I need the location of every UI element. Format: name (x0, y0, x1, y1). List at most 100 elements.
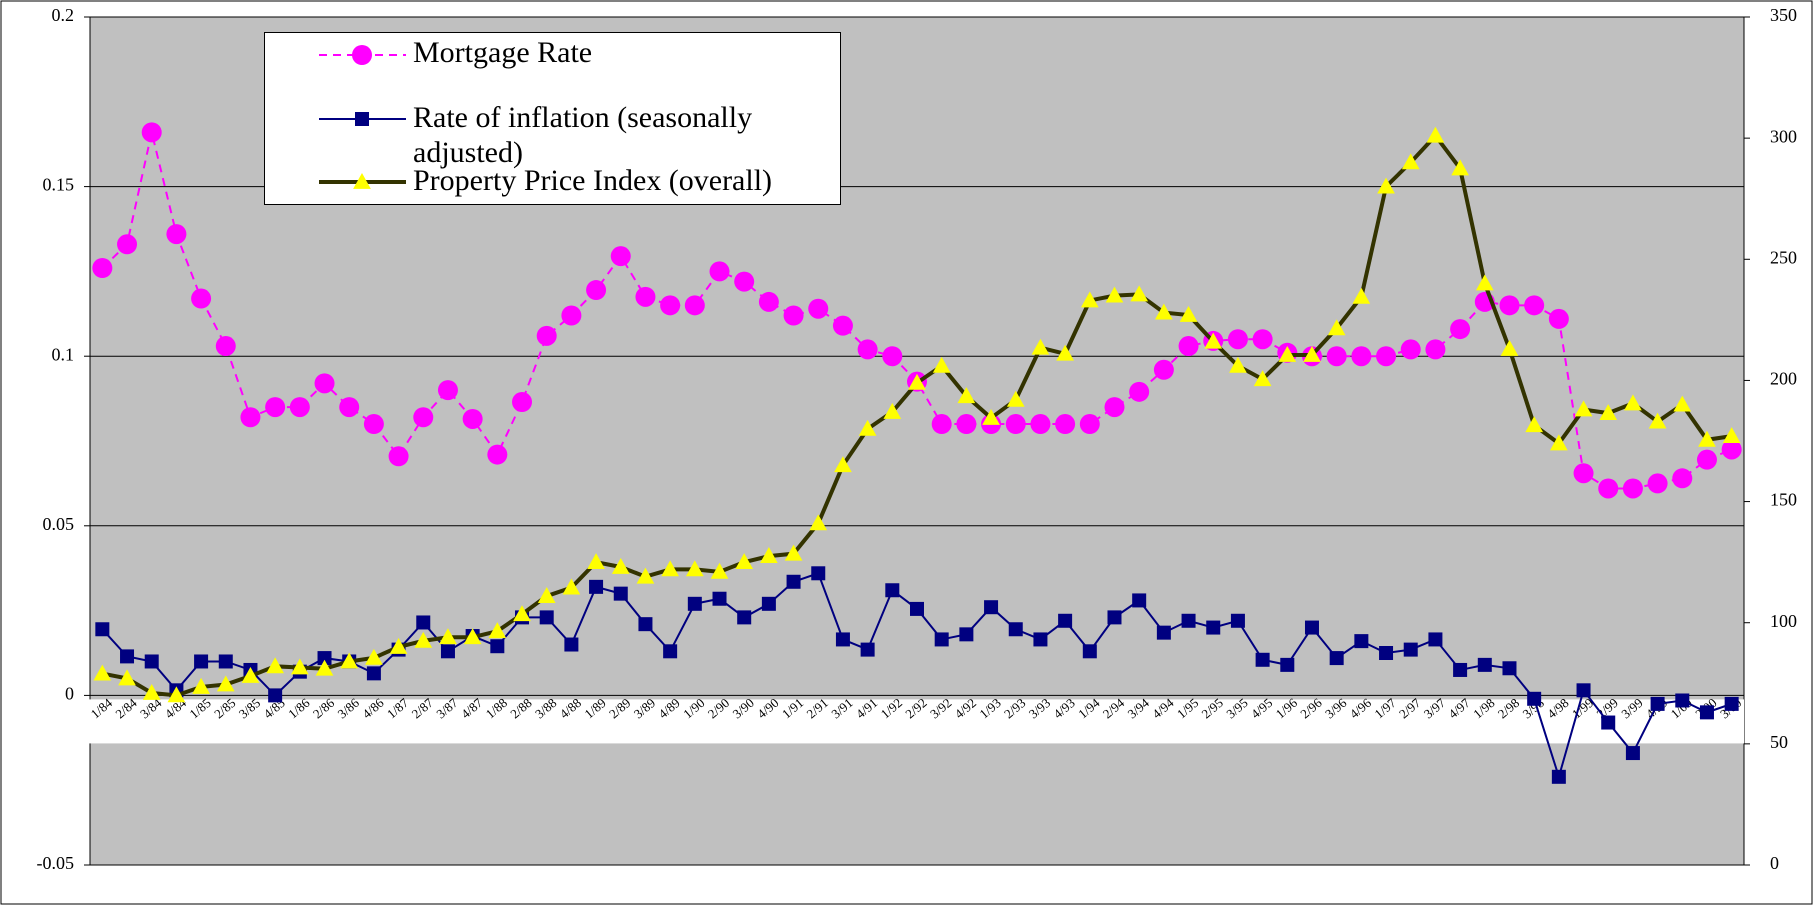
marker (735, 553, 754, 570)
marker (414, 631, 433, 648)
marker (1107, 610, 1122, 625)
marker (1156, 625, 1171, 640)
marker (92, 258, 113, 279)
marker (352, 45, 372, 65)
marker (858, 419, 877, 436)
marker (117, 234, 138, 255)
marker (93, 664, 112, 681)
marker (1499, 295, 1520, 316)
marker (1153, 359, 1174, 380)
y-tick-label: 0 (65, 684, 74, 704)
marker (340, 652, 359, 669)
marker (784, 544, 803, 561)
marker (440, 644, 455, 659)
marker (339, 397, 360, 418)
marker (1722, 427, 1741, 444)
marker (589, 579, 604, 594)
marker (1425, 339, 1446, 360)
y2-tick-label: 0 (1770, 853, 1779, 873)
marker (1724, 696, 1739, 711)
marker (932, 356, 951, 373)
marker (1502, 661, 1517, 676)
marker (564, 637, 579, 652)
marker (1082, 644, 1097, 659)
marker (1379, 646, 1394, 660)
marker (268, 688, 283, 703)
marker (1401, 153, 1420, 170)
y2-tick-label: 100 (1770, 611, 1797, 631)
marker (462, 408, 483, 429)
marker (1055, 414, 1076, 435)
y-tick-label: 0.15 (43, 175, 75, 195)
marker (1377, 177, 1395, 194)
marker (956, 414, 977, 435)
marker (166, 224, 187, 245)
marker (218, 654, 233, 669)
legend-label: Property Price Index (overall) (413, 164, 773, 197)
marker (1622, 478, 1643, 499)
marker (537, 587, 556, 603)
marker (1104, 397, 1125, 418)
y2-tick-label: 250 (1770, 247, 1797, 267)
marker (1181, 613, 1196, 628)
marker (712, 591, 727, 606)
marker (289, 397, 310, 418)
marker (240, 407, 261, 428)
marker (959, 627, 974, 642)
marker (1696, 449, 1717, 470)
y2-tick-label: 200 (1770, 369, 1797, 389)
marker (709, 261, 730, 282)
marker (1475, 274, 1494, 291)
marker (1155, 303, 1173, 320)
marker (536, 325, 557, 346)
marker (1625, 746, 1640, 761)
marker (1551, 769, 1566, 784)
marker (760, 547, 778, 563)
marker (1698, 430, 1716, 447)
marker (860, 642, 875, 657)
marker (1624, 394, 1642, 411)
legend-label: Mortgage Rate (413, 36, 593, 69)
marker (314, 373, 335, 394)
marker (809, 514, 828, 531)
marker (1008, 622, 1023, 637)
y-tick-label: 0.1 (52, 344, 75, 364)
marker (365, 648, 383, 665)
marker (561, 305, 582, 326)
marker (1573, 463, 1594, 484)
marker (1129, 381, 1150, 402)
marker (835, 632, 850, 647)
marker (1354, 634, 1369, 649)
marker (488, 622, 507, 639)
marker (513, 605, 531, 622)
marker (463, 628, 482, 645)
marker (1675, 693, 1690, 708)
marker (265, 397, 286, 418)
marker (355, 112, 369, 126)
marker (1304, 620, 1319, 635)
marker (144, 654, 159, 669)
marker (194, 654, 209, 669)
marker (1080, 291, 1099, 308)
marker (1030, 414, 1051, 435)
marker (1500, 339, 1519, 356)
marker (908, 373, 926, 390)
marker (882, 346, 903, 367)
marker (353, 172, 371, 189)
y-tick-label: -0.05 (37, 853, 75, 873)
marker (315, 659, 334, 676)
marker (120, 649, 135, 664)
marker (1352, 287, 1371, 304)
marker (910, 601, 924, 616)
marker (1079, 414, 1100, 435)
marker (95, 622, 110, 637)
marker (1031, 338, 1050, 355)
marker (1647, 473, 1668, 494)
marker (811, 566, 826, 581)
marker (1255, 652, 1270, 667)
marker (562, 578, 581, 595)
marker (957, 387, 976, 404)
marker (934, 632, 949, 647)
marker (786, 574, 801, 589)
marker (191, 288, 212, 309)
